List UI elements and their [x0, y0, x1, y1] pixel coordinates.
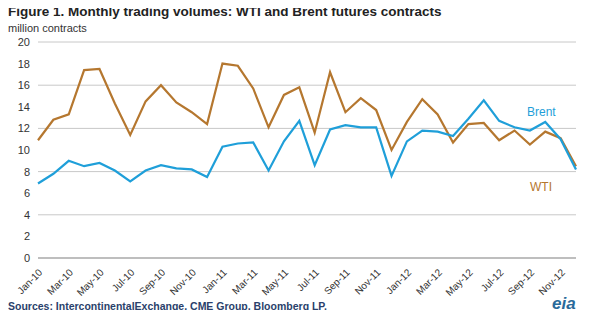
- svg-text:8: 8: [24, 166, 30, 178]
- svg-text:Sep-12: Sep-12: [506, 266, 537, 297]
- svg-text:Jan-10: Jan-10: [15, 266, 45, 296]
- svg-text:Mar-12: Mar-12: [414, 266, 444, 296]
- html-text:Figure 1. Monthly trading volu: Figure 1. Monthly trading volumes: WTI a…: [8, 4, 442, 19]
- svg-text:18: 18: [18, 58, 30, 70]
- svg-text:Jan-11: Jan-11: [200, 266, 229, 295]
- svg-text:Sep-10: Sep-10: [137, 266, 168, 297]
- svg-text:4: 4: [24, 209, 30, 221]
- html-text:eia: eia: [552, 294, 576, 313]
- svg-text:Jul-12: Jul-12: [479, 266, 506, 293]
- svg-text:12: 12: [18, 122, 30, 134]
- svg-text:May-11: May-11: [260, 266, 291, 297]
- svg-text:10: 10: [18, 144, 30, 156]
- html-text:WTI: WTI: [530, 180, 552, 194]
- svg-text:May-12: May-12: [443, 266, 475, 298]
- svg-text:16: 16: [18, 79, 30, 91]
- svg-text:May-10: May-10: [75, 266, 107, 298]
- svg-text:20: 20: [18, 36, 30, 48]
- svg-text:14: 14: [18, 101, 30, 113]
- svg-text:Mar-11: Mar-11: [230, 266, 260, 296]
- html-text:Sources: IntercontinentalExcha: Sources: IntercontinentalExchange, CME G…: [8, 300, 327, 312]
- html-text:Brent: Brent: [527, 105, 556, 119]
- svg-text:Jul-10: Jul-10: [110, 266, 137, 293]
- svg-text:Nov-10: Nov-10: [168, 266, 199, 297]
- svg-text:Jan-12: Jan-12: [384, 266, 414, 296]
- svg-text:2: 2: [24, 230, 30, 242]
- svg-text:0: 0: [24, 252, 30, 264]
- svg-text:Jul-11: Jul-11: [295, 266, 322, 293]
- html-text:million contracts: million contracts: [8, 22, 87, 34]
- svg-text:Sep-11: Sep-11: [322, 266, 352, 296]
- svg-text:Nov-12: Nov-12: [536, 266, 567, 297]
- svg-text:Nov-11: Nov-11: [353, 266, 383, 296]
- svg-text:Mar-10: Mar-10: [45, 266, 75, 296]
- svg-text:6: 6: [24, 187, 30, 199]
